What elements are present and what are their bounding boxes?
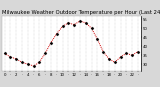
- Text: Milwaukee Weather Outdoor Temperature per Hour (Last 24 Hours): Milwaukee Weather Outdoor Temperature pe…: [2, 10, 160, 15]
